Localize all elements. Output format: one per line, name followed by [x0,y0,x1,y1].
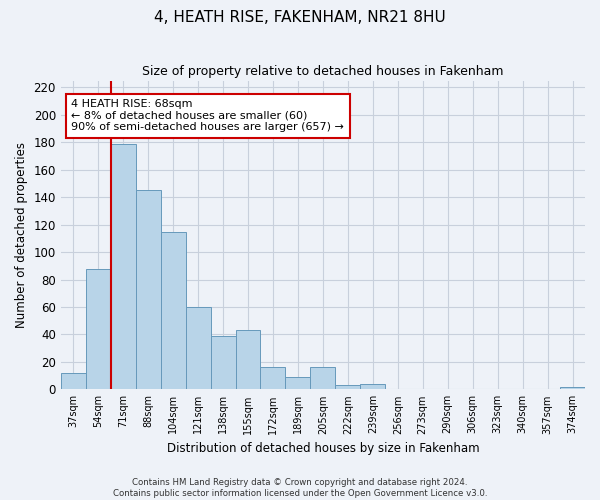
Bar [136,190,161,390]
Bar [61,373,86,390]
Bar [286,377,310,390]
Bar [260,368,286,390]
Bar [211,336,236,390]
Text: 4, HEATH RISE, FAKENHAM, NR21 8HU: 4, HEATH RISE, FAKENHAM, NR21 8HU [154,10,446,25]
Text: 4 HEATH RISE: 68sqm
← 8% of detached houses are smaller (60)
90% of semi-detache: 4 HEATH RISE: 68sqm ← 8% of detached hou… [71,99,344,132]
Bar [161,232,185,390]
Bar [185,307,211,390]
X-axis label: Distribution of detached houses by size in Fakenham: Distribution of detached houses by size … [167,442,479,455]
Text: Contains HM Land Registry data © Crown copyright and database right 2024.
Contai: Contains HM Land Registry data © Crown c… [113,478,487,498]
Bar [310,368,335,390]
Bar [361,384,385,390]
Bar [236,330,260,390]
Bar [560,386,585,390]
Y-axis label: Number of detached properties: Number of detached properties [15,142,28,328]
Bar [111,144,136,390]
Bar [335,385,361,390]
Title: Size of property relative to detached houses in Fakenham: Size of property relative to detached ho… [142,65,503,78]
Bar [86,268,111,390]
